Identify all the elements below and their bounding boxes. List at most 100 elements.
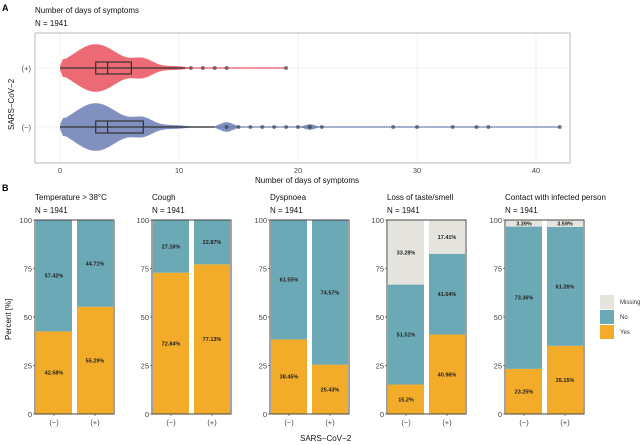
facet-border xyxy=(504,219,585,415)
facet-title: Temperature > 38°C xyxy=(35,193,107,202)
y-tick-label: 50 xyxy=(24,313,32,322)
box xyxy=(95,120,144,134)
data-label: 15.2% xyxy=(398,397,414,403)
bar-segment-missing xyxy=(388,220,424,285)
x-tick-label: (−) xyxy=(401,418,411,427)
bar-segment-no xyxy=(77,220,113,307)
facet-border xyxy=(151,219,232,415)
bar-segment-yes xyxy=(271,339,307,414)
bar-segment-missing xyxy=(547,220,583,227)
bar-segment-no xyxy=(429,253,465,335)
facet-border xyxy=(269,219,350,415)
outlier-point xyxy=(212,66,217,70)
bar-segment-yes xyxy=(429,334,465,414)
bar-segment-no xyxy=(388,284,424,385)
y-tick-label: 0 xyxy=(263,410,267,419)
panel-b-plots: Temperature > 38°C N = 1941 0 25 50 75 100 42.5… xyxy=(19,193,605,427)
facet-border xyxy=(386,219,467,415)
plot-background xyxy=(35,33,570,163)
outlier-point xyxy=(486,125,491,129)
y-tick-label: (−) xyxy=(22,123,32,132)
x-tick-label: 0 xyxy=(58,166,62,175)
outlier-point xyxy=(391,125,396,129)
panel-a-xlabel: Number of days of symptoms xyxy=(255,176,359,185)
legend-label: Missing xyxy=(620,300,640,306)
y-tick-label: 25 xyxy=(376,362,384,371)
legend-swatch-no xyxy=(600,310,614,324)
facet-title: Cough xyxy=(152,193,176,202)
y-tick-label: 25 xyxy=(24,362,32,371)
y-tick-label: 0 xyxy=(498,410,502,419)
facet-title: Loss of taste/smell xyxy=(387,193,453,202)
x-tick-label: (+) xyxy=(90,418,100,427)
bar-segment-yes xyxy=(388,384,424,414)
panel-a-label: A xyxy=(2,3,9,13)
outlier-point xyxy=(272,125,277,129)
x-tick-label: 40 xyxy=(532,166,540,175)
box xyxy=(95,61,132,75)
x-tick-label: (−) xyxy=(519,418,529,427)
bar-segment-no xyxy=(271,220,307,340)
legend-label: Yes xyxy=(620,330,630,336)
y-tick-label: 50 xyxy=(141,313,149,322)
x-tick-label: (−) xyxy=(166,418,176,427)
plot-border xyxy=(34,32,571,164)
panel-a-ylabel: SARS−CoV−2 xyxy=(7,78,16,130)
x-tick-label: (+) xyxy=(442,418,452,427)
data-label: 41.64% xyxy=(438,292,457,298)
y-tick-label: 100 xyxy=(489,216,502,225)
y-tick-label: 100 xyxy=(19,216,32,225)
outlier-point xyxy=(474,125,479,129)
facet-subtitle: N = 1941 xyxy=(152,206,185,215)
bar-segment-no xyxy=(36,220,72,332)
y-tick-label: 75 xyxy=(141,265,149,274)
bar-segment-missing xyxy=(429,219,465,254)
panel-a-plot: 0 10 20 30 40 (+) (−) xyxy=(22,32,571,175)
y-tick-label: 75 xyxy=(376,265,384,274)
y-tick-label: 25 xyxy=(259,362,267,371)
bar-segment-yes xyxy=(312,364,348,414)
x-tick-label: (+) xyxy=(560,418,570,427)
y-tick-label: 100 xyxy=(371,216,384,225)
outlier-point xyxy=(296,125,300,129)
data-label: 72.84% xyxy=(162,341,181,347)
legend-swatch-missing xyxy=(600,295,614,309)
outlier-point xyxy=(307,125,312,129)
data-label: 22.87% xyxy=(203,240,222,246)
outlier-point xyxy=(260,125,265,129)
x-tick-label: (−) xyxy=(49,418,59,427)
outlier-point xyxy=(200,66,205,70)
data-label: 27.16% xyxy=(162,244,181,250)
outlier-point xyxy=(236,125,241,129)
outlier-point xyxy=(284,125,289,129)
bar-segment-no xyxy=(547,226,583,346)
data-label: 61.55% xyxy=(280,278,299,284)
y-tick-label: 50 xyxy=(494,313,502,322)
facet-subtitle: N = 1941 xyxy=(35,206,68,215)
outlier-point xyxy=(557,125,562,129)
legend-swatch-yes xyxy=(600,325,614,339)
data-label: 23.25% xyxy=(515,389,534,395)
bar-segment-yes xyxy=(506,368,542,414)
y-tick-label: 100 xyxy=(136,216,149,225)
data-label: 77.13% xyxy=(203,337,222,343)
y-tick-label: 75 xyxy=(494,265,502,274)
facet-subtitle: N = 1941 xyxy=(505,206,538,215)
data-label: 3.59% xyxy=(557,221,573,227)
bar-segment-no xyxy=(153,220,189,273)
y-tick-label: 50 xyxy=(259,313,267,322)
panel-b-label: B xyxy=(2,183,9,193)
data-label: 38.45% xyxy=(280,375,299,381)
data-label: 42.58% xyxy=(45,371,64,377)
panel-b-xlabel: SARS−CoV−2 xyxy=(300,434,352,443)
y-tick-label: 75 xyxy=(24,265,32,274)
x-tick-label: (+) xyxy=(207,418,217,427)
x-tick-label: (−) xyxy=(284,418,294,427)
legend: Missing No Yes xyxy=(600,295,640,339)
outlier-point xyxy=(319,125,324,129)
bar-segment-no xyxy=(194,220,230,265)
data-label: 17.41% xyxy=(438,235,457,241)
outlier-point xyxy=(188,66,193,70)
bar-segment-yes xyxy=(36,331,72,414)
data-label: 3.39% xyxy=(516,221,532,227)
